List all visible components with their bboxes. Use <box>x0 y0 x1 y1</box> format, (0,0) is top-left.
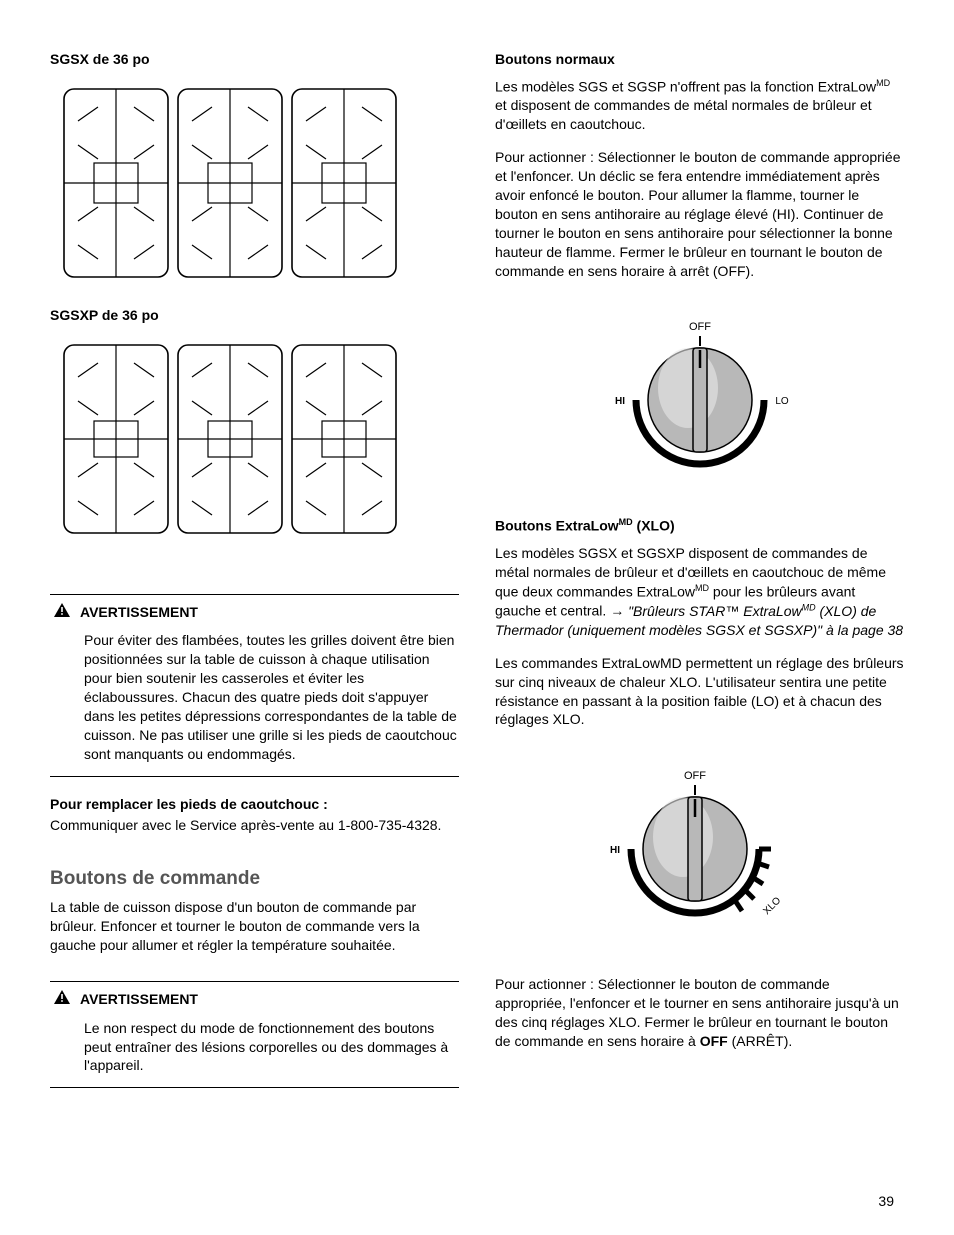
svg-text:OFF: OFF <box>689 321 711 333</box>
grate-diagram-sgsx <box>60 83 459 288</box>
svg-text:XLO: XLO <box>761 895 783 917</box>
label-sgsxp: SGSXP de 36 po <box>50 306 459 325</box>
warning-body: Pour éviter des flambées, toutes les gri… <box>84 631 459 763</box>
replace-heading: Pour remplacer les pieds de caoutchouc : <box>50 795 459 814</box>
svg-text:LO: LO <box>775 396 789 407</box>
label-sgsx: SGSX de 36 po <box>50 50 459 69</box>
page-number: 39 <box>878 1192 894 1211</box>
grate-diagram-sgsxp <box>60 339 459 544</box>
xlo-p1: Les modèles SGSX et SGSXP disposent de c… <box>495 544 904 640</box>
left-column: SGSX de 36 po <box>50 50 459 1106</box>
warning-title: AVERTISSEMENT <box>80 990 198 1009</box>
warning-body: Le non respect du mode de fonctionnement… <box>84 1019 459 1076</box>
right-column: Boutons normaux Les modèles SGS et SGSP … <box>495 50 904 1106</box>
knob-diagram-normal: OFF HI LO <box>495 318 904 488</box>
svg-text:OFF: OFF <box>684 770 706 782</box>
warning-block-2: AVERTISSEMENT Le non respect du mode de … <box>50 981 459 1089</box>
normal-p2: Pour actionner : Sélectionner le bouton … <box>495 148 904 280</box>
normal-p1: Les modèles SGS et SGSP n'offrent pas la… <box>495 77 904 134</box>
replace-body: Communiquer avec le Service après-vente … <box>50 816 459 835</box>
knob-diagram-xlo: OFF HI XLO <box>495 767 904 947</box>
page-columns: SGSX de 36 po <box>50 50 904 1106</box>
warning-title: AVERTISSEMENT <box>80 603 198 622</box>
warning-icon <box>54 990 70 1009</box>
xlo-heading: Boutons ExtraLowMD (XLO) <box>495 516 904 536</box>
warning-block-1: AVERTISSEMENT Pour éviter des flambées, … <box>50 594 459 777</box>
normal-heading: Boutons normaux <box>495 50 904 69</box>
warning-icon <box>54 603 70 622</box>
controls-body: La table de cuisson dispose d'un bouton … <box>50 898 459 955</box>
xlo-p3: Pour actionner : Sélectionner le bouton … <box>495 975 904 1051</box>
controls-heading: Boutons de commande <box>50 866 459 892</box>
svg-text:HI: HI <box>615 396 625 407</box>
svg-text:HI: HI <box>610 845 620 856</box>
xlo-p2: Les commandes ExtraLowMD permettent un r… <box>495 654 904 730</box>
